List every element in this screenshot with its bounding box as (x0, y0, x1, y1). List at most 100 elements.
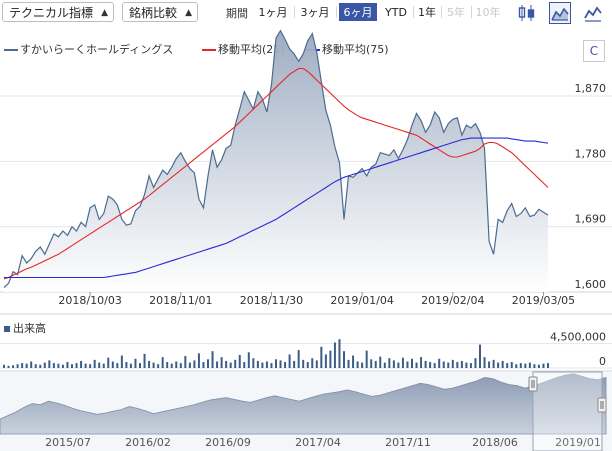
volume-bar (524, 363, 527, 368)
volume-bar (320, 346, 323, 368)
volume-bar (343, 351, 345, 368)
divider (413, 6, 414, 18)
volume-bar (401, 357, 404, 368)
volume-bar (506, 363, 509, 368)
volume-bar (102, 363, 105, 368)
volume-bar (71, 364, 73, 368)
x-tick-label: 2019/03/05 (512, 294, 575, 307)
divider (294, 6, 295, 18)
divider (471, 6, 472, 18)
volume-bar (488, 361, 491, 368)
navigator-right-handle[interactable] (597, 397, 607, 413)
navigator-selection[interactable] (532, 371, 603, 451)
period-1m-button[interactable]: 1ヶ月 (258, 6, 288, 19)
volume-bar (311, 358, 314, 368)
volume-bar (261, 362, 264, 368)
volume-bar (542, 363, 545, 368)
ma25-line (3, 67, 549, 280)
volume-bar (397, 362, 400, 368)
volume-bar (284, 362, 287, 368)
compare-select[interactable]: 銘柄比較 ▲ (122, 2, 198, 22)
volume-bar (148, 360, 151, 368)
volume-bar (460, 360, 463, 368)
volume-bar (143, 353, 146, 368)
volume-bar (43, 362, 46, 368)
mountain-chart-icon[interactable] (549, 2, 571, 24)
volume-bar (388, 358, 391, 368)
volume-bar (515, 364, 518, 368)
technical-indicator-select[interactable]: テクニカル指標 ▲ (2, 2, 114, 22)
y-tick-label: 1,600 (575, 278, 607, 291)
divider (336, 6, 337, 18)
volume-bar (21, 363, 24, 368)
price-line (3, 29, 549, 289)
navigator-left-handle[interactable] (528, 376, 538, 392)
volume-bar (75, 363, 78, 368)
volume-bar (166, 362, 169, 368)
volume-bar (252, 358, 255, 368)
navigator-tick-label: 2015/07 (45, 436, 91, 449)
volume-bar (465, 362, 468, 368)
volume-bar (338, 339, 341, 368)
navigator-tick-label: 2016/02 (125, 436, 171, 449)
volume-bar (370, 359, 373, 368)
volume-bar (120, 355, 123, 368)
volume-swatch (4, 326, 10, 332)
legend-item-ma75[interactable]: 移動平均(75) (306, 41, 389, 57)
navigator-tick-label: 2016/09 (205, 436, 251, 449)
x-tick-label: 2019/02/04 (421, 294, 484, 307)
volume-bar (447, 362, 450, 368)
volume-bar (216, 361, 219, 368)
legend-swatch (4, 49, 18, 51)
volume-bar (179, 363, 182, 368)
volume-bar (211, 351, 214, 368)
refresh-button[interactable]: C (583, 40, 605, 62)
legend-label: すかいらーくホールディングス (20, 43, 174, 56)
volume-bar (202, 362, 205, 368)
price-gridlines (0, 95, 612, 293)
volume-bar (442, 361, 445, 368)
navigator-background (0, 372, 612, 451)
volume-bar (12, 365, 15, 368)
volume-bar (129, 363, 132, 368)
volume-bar (537, 364, 540, 368)
candlestick-icon[interactable] (516, 2, 538, 24)
select-arrow-icon: ▲ (101, 8, 108, 18)
volume-bar (157, 364, 160, 368)
period-10y-button[interactable]: 10年 (475, 6, 501, 19)
legend-item-price[interactable]: すかいらーくホールディングス (4, 41, 173, 57)
navigator-tick-label: 2017/11 (385, 436, 431, 449)
volume-bar (197, 353, 200, 368)
volume-bar (3, 364, 5, 368)
y-tick-label: 1,870 (575, 82, 607, 95)
volume-bar (383, 362, 386, 368)
volume-bar (98, 362, 101, 368)
volume-bar (415, 362, 418, 368)
volume-bar (293, 360, 296, 368)
period-3m-button[interactable]: 3ヶ月 (300, 6, 330, 19)
navigator-tick-label: 2017/04 (295, 436, 341, 449)
divider (441, 6, 442, 18)
volume-bar (352, 355, 355, 368)
volume-bar (438, 358, 441, 368)
period-5y-button[interactable]: 5年 (447, 6, 465, 19)
volume-bar (39, 364, 42, 368)
volume-bar (451, 359, 454, 368)
volume-bar (469, 363, 472, 368)
volume-bar (80, 360, 83, 368)
period-ytd-button[interactable]: YTD (385, 6, 407, 19)
volume-bar (297, 350, 300, 368)
volume-bar (116, 363, 119, 368)
line-chart-icon[interactable] (582, 2, 604, 24)
volume-bar (533, 364, 536, 368)
navigator-tick-label: 2019/01 (555, 436, 601, 449)
volume-bar (497, 362, 500, 368)
legend-item-ma25[interactable]: 移動平均(25) (202, 41, 285, 57)
volume-bar (379, 356, 382, 368)
volume-bar (229, 362, 232, 368)
period-6m-button[interactable]: 6ヶ月 (339, 3, 377, 21)
volume-bar (374, 360, 377, 368)
volume-bar (111, 361, 114, 368)
period-1y-button[interactable]: 1年 (418, 6, 436, 19)
